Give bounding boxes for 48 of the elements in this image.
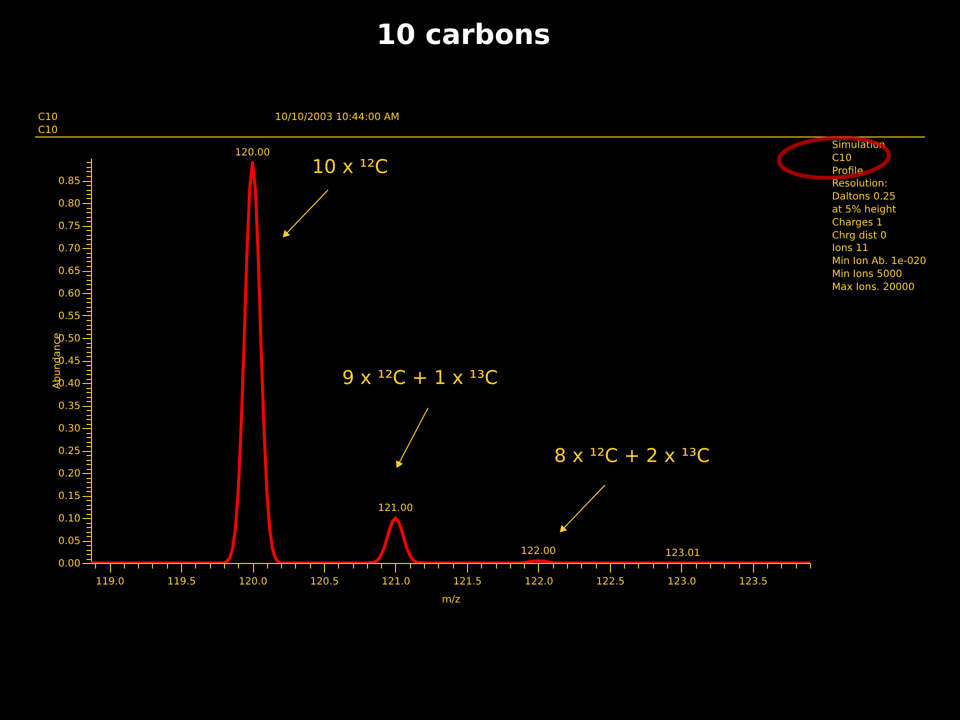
annotation: 123.01 (665, 548, 700, 559)
y-tick-label: 0.85 (58, 176, 80, 187)
x-tick-label: 121.0 (382, 576, 410, 588)
chart-title: 10 carbons (376, 18, 550, 51)
text: Profile (832, 166, 864, 177)
y-tick-label: 0.35 (58, 401, 80, 412)
x-tick-label: 120.0 (238, 576, 268, 588)
annotation: 10 x ¹²C (312, 156, 388, 178)
text: Ions 11 (832, 243, 869, 254)
y-tick-label: 0.75 (58, 221, 80, 232)
x-tick-label: 122.5 (596, 576, 625, 588)
y-tick-label: 0.00 (58, 558, 80, 570)
text: at 5% height (832, 204, 896, 216)
annotation: 8 x ¹²C + 2 x ¹³C (554, 445, 710, 467)
y-tick-label: 0.70 (58, 244, 80, 254)
annotation: 120.00 (235, 148, 270, 158)
y-tick-label: 0.25 (58, 446, 80, 457)
x-tick-label: 123.0 (668, 576, 696, 588)
x-tick-label: 120.5 (310, 576, 339, 588)
x-tick-label: 121.5 (453, 576, 482, 588)
x-axis-title: m/z (442, 594, 460, 606)
y-tick-label: 0.30 (58, 424, 80, 434)
text: C10 (832, 152, 852, 164)
text: C10 (38, 112, 58, 123)
text: Max Ions. 20000 (832, 282, 915, 293)
y-tick-label: 0.80 (58, 198, 80, 210)
y-tick-label: 0.20 (58, 468, 80, 480)
x-tick-label: 122.0 (524, 576, 554, 588)
x-tick-label: 119.0 (96, 576, 124, 588)
x-tick-label: 119.5 (167, 576, 196, 588)
y-tick-label: 0.60 (58, 288, 80, 300)
text: C10 (38, 125, 58, 136)
y-tick-label: 0.55 (58, 311, 80, 322)
x-tick-label: 123.5 (739, 576, 768, 588)
text: Resolution: (832, 178, 888, 190)
y-tick-label: 0.10 (58, 514, 80, 524)
text: Min Ion Ab. 1e-020 (832, 256, 926, 268)
text: Charges 1 (832, 217, 883, 228)
annotation: 9 x ¹²C + 1 x ¹³C (342, 367, 498, 389)
text: Daltons 0.25 (832, 192, 896, 203)
text: Min Ions 5000 (832, 269, 902, 280)
y-tick-label: 0.65 (58, 266, 80, 277)
annotation: 122.00 (520, 546, 556, 557)
annotation: 121.00 (378, 503, 413, 514)
text: Chrg dist 0 (832, 230, 887, 242)
text: 10/10/2003 10:44:00 AM (275, 112, 400, 123)
y-tick-label: 0.15 (58, 491, 80, 502)
y-tick-label: 0.05 (58, 536, 80, 547)
